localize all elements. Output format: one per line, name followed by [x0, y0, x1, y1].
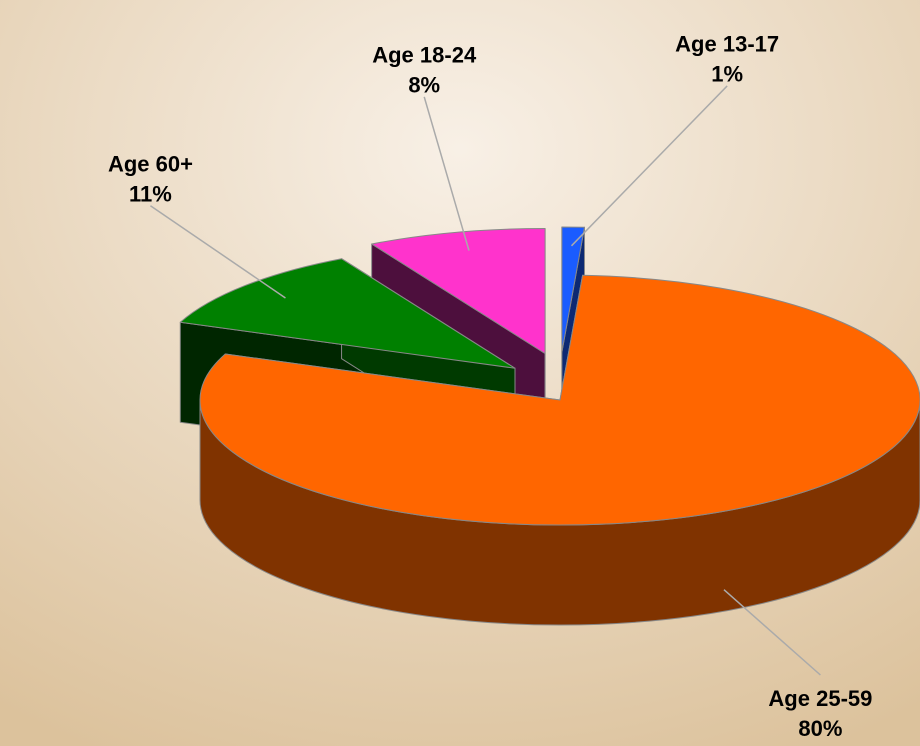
leader-line: [570, 85, 728, 247]
slice-label: Age 60+: [108, 152, 193, 177]
slice-top: [371, 228, 546, 355]
slice-value-label: 8%: [408, 73, 440, 98]
slice-label: Age 25-59: [768, 686, 872, 711]
slice-value-label: 11%: [129, 182, 172, 207]
slice: [199, 274, 920, 626]
slice-top: [179, 258, 516, 369]
leader-line: [150, 205, 286, 299]
leader-line: [423, 96, 470, 251]
slice-label: Age 13-17: [675, 32, 779, 57]
slice-value-label: 80%: [798, 716, 842, 741]
slice-top: [199, 274, 920, 526]
slice-value-label: 1%: [711, 62, 743, 87]
leader-line: [723, 589, 821, 676]
slice-label: Age 18-24: [372, 43, 477, 68]
slice-top: [561, 226, 585, 353]
